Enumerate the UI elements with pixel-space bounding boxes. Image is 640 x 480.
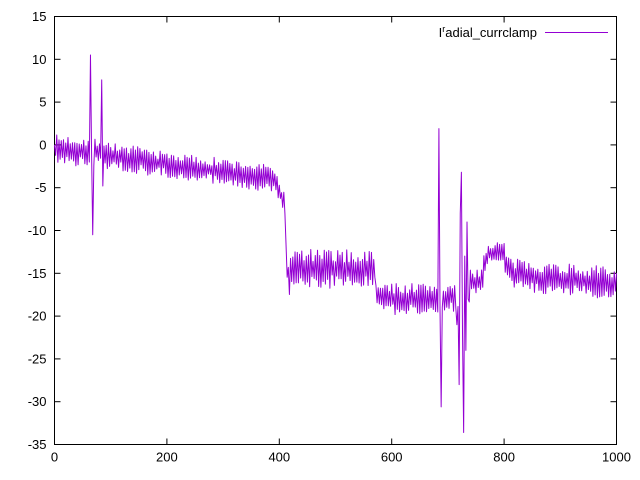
x-tick-label: 1000 [602, 450, 631, 465]
y-tick-label: 10 [32, 52, 46, 67]
x-tick-label: 600 [381, 450, 403, 465]
y-axis-ticks [54, 16, 617, 445]
legend-label-tail: adial_currclamp [445, 25, 537, 40]
y-tick-label: -5 [35, 180, 47, 195]
x-tick-label: 400 [268, 450, 290, 465]
plot-border [54, 16, 617, 445]
legend: Iradial_currclamp [439, 24, 608, 40]
legend-label: Iradial_currclamp [439, 24, 537, 40]
y-tick-label: -30 [28, 394, 47, 409]
y-tick-label: 15 [32, 9, 46, 24]
y-tick-label: 0 [39, 137, 46, 152]
x-tick-label: 0 [51, 450, 58, 465]
series-line [54, 54, 617, 434]
x-tick-label: 800 [493, 450, 515, 465]
x-axis-ticks [54, 16, 617, 445]
y-tick-label: 5 [39, 95, 46, 110]
y-axis-tick-labels: 15 10 5 0 -5 -10 -15 -20 -25 -30 -35 [28, 9, 47, 452]
x-tick-label: 200 [156, 450, 178, 465]
legend-label-head: I [439, 25, 443, 40]
x-axis-tick-labels: 0 200 400 600 800 1000 [51, 450, 631, 465]
y-tick-label: -25 [28, 351, 47, 366]
y-tick-label: -15 [28, 266, 47, 281]
legend-label-superscript: r [442, 24, 445, 34]
y-tick-label: -35 [28, 437, 47, 452]
y-tick-label: -10 [28, 223, 47, 238]
y-tick-label: -20 [28, 309, 47, 324]
